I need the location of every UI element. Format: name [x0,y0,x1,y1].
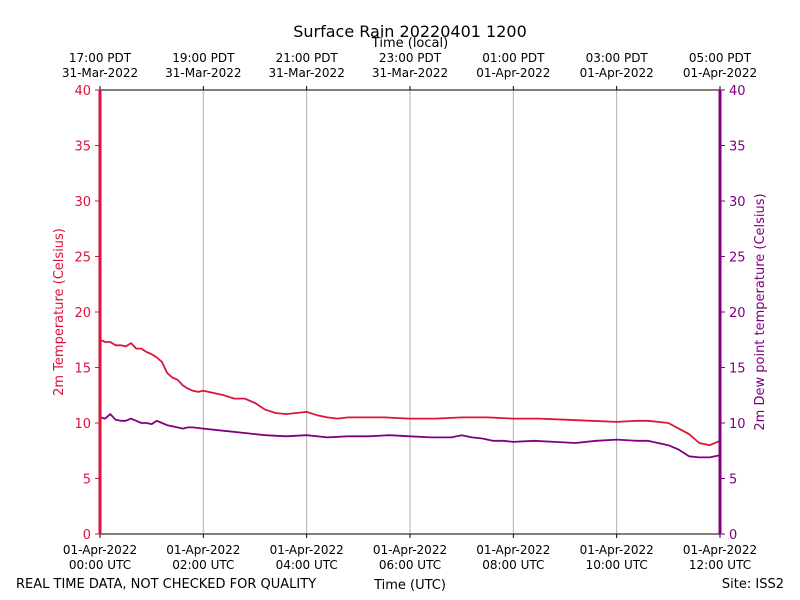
top-tick-label-date: 31-Mar-2022 [268,66,344,80]
top-tick-label-time: 17:00 PDT [69,51,132,65]
y-tick-label-left: 40 [74,84,91,99]
top-tick-label-date: 01-Apr-2022 [580,66,654,80]
y-tick-label-right: 5 [729,473,737,488]
top-tick-label-time: 21:00 PDT [276,51,339,65]
y-tick-label-right: 0 [729,528,737,543]
y-axis-label-right: 2m Dew point temperature (Celsius) [753,193,768,430]
quality-disclaimer: REAL TIME DATA, NOT CHECKED FOR QUALITY [16,577,316,592]
y-tick-label-left: 0 [83,528,91,543]
x-tick-label-date: 01-Apr-2022 [683,543,757,557]
dewpoint-line [99,413,721,459]
y-tick-label-right: 15 [729,362,746,377]
top-tick-label-date: 31-Mar-2022 [372,66,448,80]
y-tick-label-left: 20 [74,306,91,321]
y-tick-label-left: 15 [74,362,91,377]
top-tick-label-time: 19:00 PDT [172,51,235,65]
chart-title: Surface Rain 20220401 1200 [293,22,527,41]
x-axis-label: Time (UTC) [373,578,446,593]
y-tick-label-left: 10 [74,417,91,432]
y-axis-label-left: 2m Temperature (Celsius) [52,228,67,396]
top-tick-label-date: 31-Mar-2022 [62,66,138,80]
top-tick-label-date: 31-Mar-2022 [165,66,241,80]
x-tick-label-date: 01-Apr-2022 [476,543,550,557]
y-tick-label-right: 10 [729,417,746,432]
top-axis-label: Time (local) [371,36,448,51]
x-tick-label-time: 00:00 UTC [69,558,131,572]
x-tick-label-time: 12:00 UTC [689,558,751,572]
x-tick-label-date: 01-Apr-2022 [373,543,447,557]
y-tick-label-right: 20 [729,306,746,321]
x-tick-label-date: 01-Apr-2022 [63,543,137,557]
x-tick-label-time: 08:00 UTC [482,558,544,572]
y-tick-label-left: 25 [74,251,91,266]
top-tick-label-date: 01-Apr-2022 [476,66,550,80]
y-tick-label-left: 5 [83,473,91,488]
x-tick-label-date: 01-Apr-2022 [270,543,344,557]
y-tick-label-left: 35 [74,140,91,155]
x-tick-label-date: 01-Apr-2022 [166,543,240,557]
x-tick-label-date: 01-Apr-2022 [580,543,654,557]
series-lines [99,338,721,459]
top-tick-label-time: 03:00 PDT [586,51,649,65]
site-label: Site: ISS2 [722,577,784,592]
y-tick-label-right: 30 [729,195,746,210]
temperature-line [99,338,721,447]
x-tick-label-time: 06:00 UTC [379,558,441,572]
y-tick-label-right: 25 [729,251,746,266]
y-tick-label-left: 30 [74,195,91,210]
grid-lines [202,90,618,534]
top-tick-label-date: 01-Apr-2022 [683,66,757,80]
top-tick-label-time: 23:00 PDT [379,51,442,65]
x-tick-label-time: 10:00 UTC [586,558,648,572]
x-tick-label-time: 02:00 UTC [172,558,234,572]
top-tick-label-time: 01:00 PDT [482,51,545,65]
y-tick-label-right: 35 [729,140,746,155]
top-tick-label-time: 05:00 PDT [689,51,752,65]
y-tick-label-right: 40 [729,84,746,99]
x-tick-label-time: 04:00 UTC [276,558,338,572]
